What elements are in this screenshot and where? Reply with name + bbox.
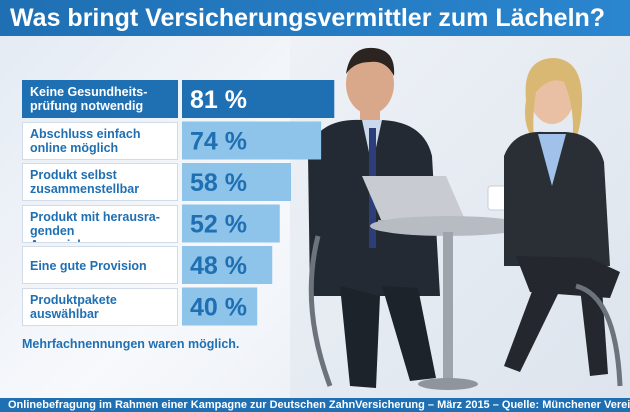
page-title: Was bringt Versicherungsvermittler zum L…: [0, 0, 630, 36]
category-label-box-2: Abschluss einfach online möglich: [22, 121, 178, 160]
value-label-6: 40 %: [190, 294, 247, 322]
category-label-6: Produktpakete auswählbar: [30, 292, 117, 321]
category-label-box-5: Eine gute Provision: [22, 246, 178, 284]
category-label-4: Produkt mit herausra- genden Auszeichnun…: [30, 209, 160, 242]
bar-6: [182, 287, 258, 326]
photo-business-people: [290, 36, 630, 398]
category-label-3: Produkt selbst zusammenstellbar: [30, 168, 140, 196]
value-label-1: 81 %: [190, 86, 247, 114]
category-label-5: Eine gute Provision: [30, 259, 147, 273]
category-label-2: Abschluss einfach online möglich: [30, 126, 141, 155]
bars-layer: [182, 80, 335, 326]
bar-3: [182, 163, 292, 201]
bar-1: [182, 80, 335, 118]
bar-4: [182, 204, 280, 243]
category-label-box-6: Produktpakete auswählbar: [22, 287, 178, 326]
value-label-3: 58 %: [190, 169, 247, 197]
value-label-5: 48 %: [190, 252, 247, 280]
category-label-1: Keine Gesundheits- prüfung notwendig: [30, 85, 148, 113]
bar-5: [182, 246, 273, 284]
value-label-2: 74 %: [190, 128, 247, 156]
bar-2: [182, 121, 322, 160]
category-label-box-3: Produkt selbst zusammenstellbar: [22, 163, 178, 201]
category-label-box-4: Produkt mit herausra- genden Auszeichnun…: [22, 204, 178, 243]
footnote: Mehrfachnennungen waren möglich.: [22, 337, 240, 351]
category-label-box-1: Keine Gesundheits- prüfung notwendig: [22, 80, 178, 118]
source-note: Onlinebefragung im Rahmen einer Kampagne…: [0, 398, 630, 412]
value-label-4: 52 %: [190, 211, 247, 239]
value-labels-layer: 81 % 74 % 58 % 52 % 48 % 40 %: [190, 86, 247, 322]
